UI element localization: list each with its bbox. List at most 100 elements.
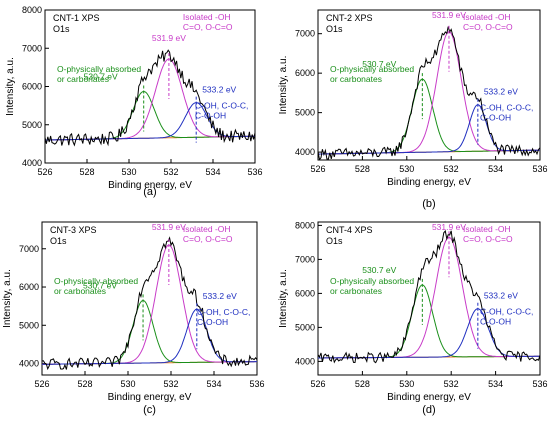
y-tick-label: 6000 bbox=[22, 82, 42, 92]
x-tick-label: 534 bbox=[206, 379, 221, 389]
x-tick-label: 536 bbox=[247, 167, 262, 177]
panel-3: 526 528 530 532 534 536 4000 5000 6000 7000 Bindin… bbox=[2, 221, 265, 416]
sample-label: CNT-4 XPS bbox=[326, 225, 373, 235]
peak-assignment-label: Isolated -OH bbox=[183, 224, 231, 234]
y-tick-label: 6000 bbox=[19, 282, 39, 292]
x-tick-label: 528 bbox=[79, 167, 94, 177]
peak-assignment-label: C-O-OH bbox=[480, 113, 511, 123]
panel-label: (b) bbox=[422, 198, 435, 210]
peak-assignment-label: C=O, O-C=O bbox=[463, 234, 513, 244]
panel-label: (a) bbox=[143, 186, 156, 198]
y-tick-label: 8000 bbox=[22, 5, 42, 15]
peak-position-label: 530.7 eV bbox=[362, 265, 396, 275]
y-tick-label: 6000 bbox=[295, 288, 315, 298]
x-axis-title: Binding energy, eV bbox=[108, 180, 192, 191]
y-tick-label: 5000 bbox=[19, 320, 39, 330]
y-tick-label: 4000 bbox=[19, 359, 39, 369]
peak-assignment-label: or carbonates bbox=[330, 74, 382, 84]
peak-assignment-label: C-OH, C-O-C, bbox=[195, 101, 248, 111]
peak-assignment-label: or carbonates bbox=[54, 286, 106, 296]
peak-position-label: 531.9 eV bbox=[152, 222, 186, 232]
curves bbox=[42, 236, 257, 371]
measured-spectrum bbox=[45, 49, 255, 147]
peak-position-label: 533.2 eV bbox=[203, 291, 237, 301]
peak-position-label: 533.2 eV bbox=[484, 87, 518, 97]
plot-frame bbox=[317, 221, 541, 376]
y-tick-label: 5000 bbox=[22, 120, 42, 130]
x-axis-title: Binding energy, eV bbox=[387, 177, 471, 188]
region-label: O1s bbox=[326, 24, 343, 34]
sample-label: CNT-2 XPS bbox=[326, 13, 373, 23]
x-tick-label: 534 bbox=[488, 164, 503, 174]
peak-assignment-label: or carbonates bbox=[330, 286, 382, 296]
peak-position-label: 533.2 eV bbox=[484, 291, 518, 301]
peak-assignment-label: O-physically absorbed bbox=[54, 276, 138, 286]
peak-assignment-label: C=O, O-C=O bbox=[183, 22, 233, 32]
y-tick-label: 7000 bbox=[295, 254, 315, 264]
y-tick-label: 5000 bbox=[295, 322, 315, 332]
x-tick-label: 532 bbox=[444, 379, 459, 389]
x-tick-label: 526 bbox=[310, 379, 325, 389]
x-tick-label: 528 bbox=[355, 379, 370, 389]
peak-position-label: 531.9 eV bbox=[152, 33, 186, 43]
x-tick-label: 526 bbox=[310, 164, 325, 174]
y-tick-label: 5000 bbox=[295, 108, 315, 118]
panel-label: (d) bbox=[422, 404, 435, 416]
peak-assignment-label: Isolated -OH bbox=[463, 224, 511, 234]
x-tick-label: 530 bbox=[120, 379, 135, 389]
measured-spectrum bbox=[318, 26, 540, 160]
y-tick-label: 7000 bbox=[19, 244, 39, 254]
y-tick-label: 7000 bbox=[295, 29, 315, 39]
panel-4: 526 528 530 532 534 536 4000 5000 6000 7000 8000 Bi… bbox=[278, 220, 548, 416]
peak-assignment-label: C=O, O-C=O bbox=[463, 22, 513, 32]
measured-spectrum bbox=[318, 229, 540, 364]
y-tick-label: 8000 bbox=[295, 220, 315, 230]
x-tick-label: 536 bbox=[532, 164, 547, 174]
peak-assignment-label: or carbonates bbox=[57, 74, 109, 84]
x-tick-label: 532 bbox=[163, 379, 178, 389]
y-tick-label: 6000 bbox=[295, 68, 315, 78]
peak-assignment-label: C=O, O-C=O bbox=[183, 234, 233, 244]
y-tick-label: 4000 bbox=[22, 158, 42, 168]
peak-position-label: 530.7 eV bbox=[362, 59, 396, 69]
y-axis-title: Intensity, a.u. bbox=[5, 57, 16, 116]
peak-assignment-label: O-physically absorbed bbox=[330, 276, 414, 286]
sample-label: CNT-1 XPS bbox=[53, 13, 100, 23]
peak-assignment-label: C-OH, C-O-C, bbox=[480, 103, 533, 113]
peak-position-label: 530.7 eV bbox=[84, 71, 118, 81]
y-axis-title: Intensity, a.u. bbox=[278, 56, 289, 115]
y-tick-label: 4000 bbox=[295, 356, 315, 366]
x-tick-label: 532 bbox=[444, 164, 459, 174]
measured-spectrum bbox=[42, 236, 257, 371]
x-tick-label: 530 bbox=[121, 167, 136, 177]
x-tick-label: 534 bbox=[205, 167, 220, 177]
peak-assignment-label: O-physically absorbed bbox=[57, 64, 141, 74]
x-tick-label: 534 bbox=[488, 379, 503, 389]
peak-assignment-label: C-O-OH bbox=[197, 317, 228, 327]
x-axis-title: Binding energy, eV bbox=[387, 392, 471, 403]
x-tick-label: 530 bbox=[399, 164, 414, 174]
peak-assignment-label: O-physically absorbed bbox=[330, 64, 414, 74]
y-axis-title: Intensity, a.u. bbox=[2, 269, 13, 328]
fit-peak-3 bbox=[318, 104, 540, 155]
peak-assignment-label: C-O-OH bbox=[480, 317, 511, 327]
plot-frame bbox=[317, 9, 541, 161]
x-tick-label: 536 bbox=[249, 379, 264, 389]
x-axis-title: Binding energy, eV bbox=[108, 392, 192, 403]
peak-assignment-label: C-OH, C-O-C, bbox=[480, 307, 533, 317]
x-tick-label: 530 bbox=[399, 379, 414, 389]
peak-assignment-label: C-OH, C-O-C, bbox=[197, 307, 250, 317]
region-label: O1s bbox=[326, 236, 343, 246]
y-axis-title: Intensity, a.u. bbox=[278, 269, 289, 328]
peak-assignment-label: C-O-OH bbox=[195, 111, 226, 121]
curves bbox=[318, 26, 540, 160]
peak-position-label: 531.9 eV bbox=[432, 222, 466, 232]
peak-position-label: 530.7 eV bbox=[83, 280, 117, 290]
curves bbox=[318, 229, 540, 364]
plot-frame bbox=[41, 221, 258, 376]
x-tick-label: 536 bbox=[532, 379, 547, 389]
fit-peak-2 bbox=[42, 244, 257, 365]
x-tick-label: 528 bbox=[355, 164, 370, 174]
peak-assignment-label: Isolated -OH bbox=[463, 12, 511, 22]
